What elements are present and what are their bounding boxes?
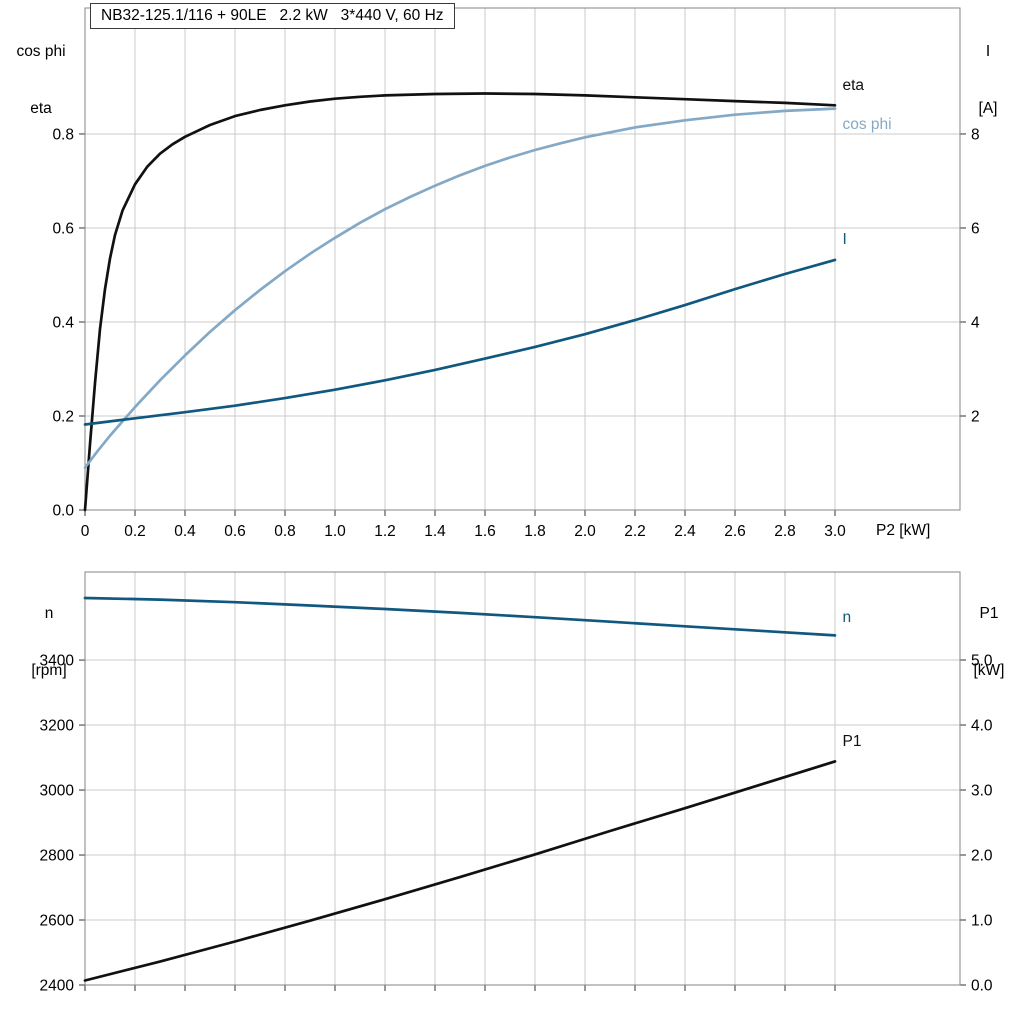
axis-title-p1-unit: [kW]	[973, 662, 1005, 679]
axis-title-current-unit: [A]	[978, 100, 998, 117]
axis-title-cos-phi: cos phi	[16, 43, 66, 60]
bottom-left-axis-title: n [rpm]	[14, 566, 84, 718]
left-tick-label: 0.2	[52, 408, 74, 425]
x-axis-title: P2 [kW]	[876, 522, 931, 539]
top-left-axis-title: cos phi eta	[2, 4, 80, 156]
series-label-n: n	[842, 609, 852, 627]
series-path-P1	[83, 760, 837, 982]
x-tick-label: 2.0	[574, 523, 596, 540]
right-tick-label: 5.0	[971, 653, 993, 670]
left-tick-label: 2400	[40, 978, 75, 995]
left-tick-label: 3400	[40, 653, 75, 670]
x-tick-label: 2.2	[624, 523, 646, 540]
left-tick-label: 2600	[40, 913, 75, 930]
left-tick-label: 2800	[40, 848, 75, 865]
series-label-cos-phi: cos phi	[842, 115, 892, 133]
left-tick-label: 0.4	[52, 314, 74, 331]
right-tick-label: 1.0	[971, 913, 993, 930]
right-tick-label: 2.0	[971, 848, 993, 865]
series-path-eta	[83, 92, 837, 512]
left-tick-label: 3200	[40, 718, 75, 735]
x-tick-label: 1.0	[324, 523, 346, 540]
top-right-axis-title: I [A]	[958, 4, 1018, 156]
x-tick-label: 1.8	[524, 523, 546, 540]
x-tick-label: 3.0	[824, 523, 846, 540]
right-tick-label: 3.0	[971, 783, 993, 800]
x-tick-label: 2.8	[774, 523, 796, 540]
series-label-eta: eta	[842, 76, 865, 94]
x-tick-label: 0	[81, 523, 90, 540]
axis-title-current: I	[985, 43, 991, 60]
right-tick-label: 6	[971, 220, 980, 237]
left-tick-label: 3000	[40, 783, 75, 800]
right-tick-label: 0.0	[971, 978, 993, 995]
left-tick-label: 0.8	[52, 126, 74, 143]
series-path-I	[83, 258, 837, 426]
series-path-cos-phi	[83, 107, 837, 470]
x-tick-label: 0.4	[174, 523, 196, 540]
plot-frame	[84, 571, 961, 986]
x-tick-label: 0.6	[224, 523, 246, 540]
x-tick-label: 2.6	[724, 523, 746, 540]
axis-title-speed-unit: [rpm]	[31, 662, 67, 679]
left-tick-label: 0.6	[52, 220, 74, 237]
chart-title-box: NB32-125.1/116 + 90LE 2.2 kW 3*440 V, 60…	[90, 3, 455, 29]
x-tick-label: 1.6	[474, 523, 496, 540]
right-tick-label: 2	[971, 408, 980, 425]
series-label-I: I	[842, 231, 847, 249]
series-path-n	[83, 596, 837, 637]
left-tick-label: 0.0	[52, 503, 74, 520]
x-tick-label: 0.2	[124, 523, 146, 540]
x-tick-label: 1.2	[374, 523, 396, 540]
axis-title-eta: eta	[30, 100, 52, 117]
x-tick-label: 2.4	[674, 523, 696, 540]
right-tick-label: 4.0	[971, 718, 993, 735]
x-tick-label: 1.4	[424, 523, 446, 540]
bottom-right-axis-title: P1 [kW]	[958, 566, 1020, 718]
series-label-P1: P1	[842, 732, 862, 750]
axis-title-p1: P1	[979, 605, 999, 622]
right-tick-label: 8	[971, 126, 980, 143]
x-tick-label: 0.8	[274, 523, 296, 540]
plot-frame	[84, 7, 961, 511]
right-tick-label: 4	[971, 314, 980, 331]
axis-title-speed: n	[44, 605, 54, 622]
